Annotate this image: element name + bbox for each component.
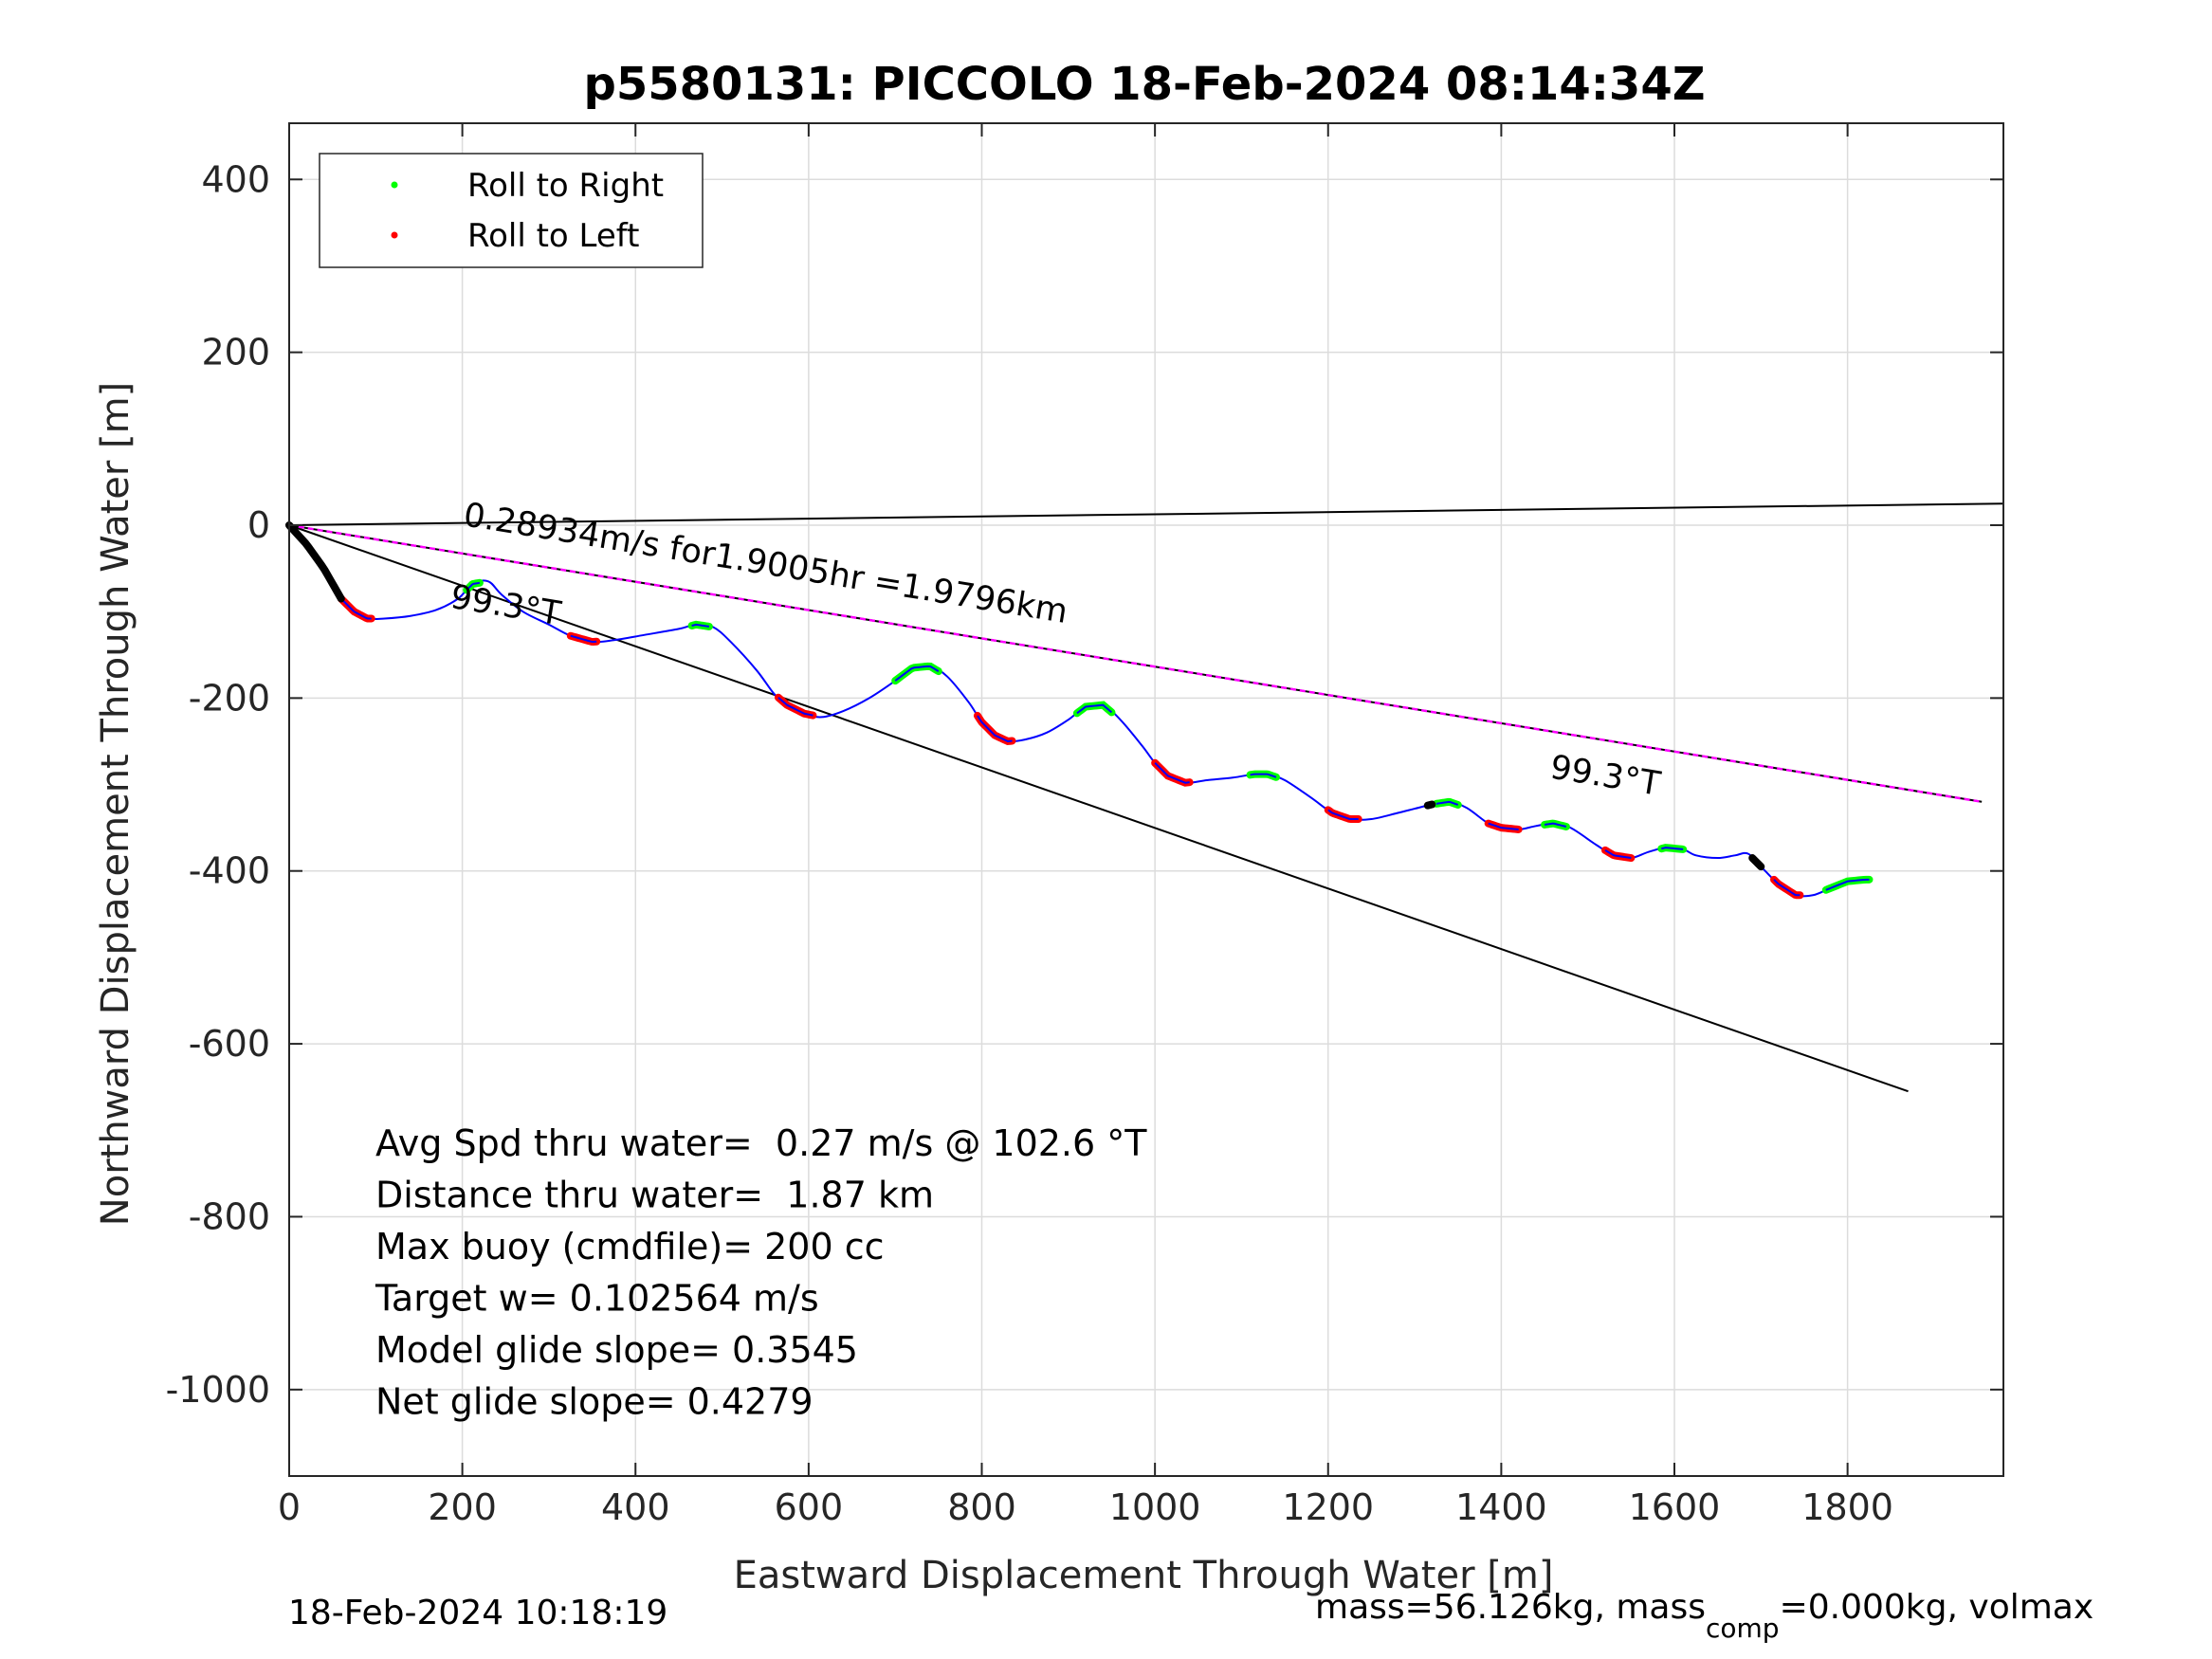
y-tick-label: -400 xyxy=(189,850,270,892)
y-tick-label: -600 xyxy=(189,1023,270,1065)
surface-segment xyxy=(1423,800,1436,810)
x-tick-label: 800 xyxy=(947,1486,1016,1528)
heading-annotation: 99.3°T xyxy=(448,578,563,633)
track-overlay xyxy=(1544,822,1567,828)
track-overlay xyxy=(1327,809,1359,821)
stat-target-w: Target w= 0.102564 m/s xyxy=(375,1278,819,1320)
axis-ticks: 0 200 400 600 800 1000 1200 1400 1600 1800 400 200 0… xyxy=(166,123,2003,1528)
legend-marker-roll-right xyxy=(391,181,398,189)
heading-line xyxy=(288,502,2004,526)
track-overlay xyxy=(1076,703,1113,715)
legend-box xyxy=(319,153,704,268)
heading-line xyxy=(288,524,1909,1093)
heading-annotation: 99.3°T xyxy=(1547,749,1663,804)
stat-distance: Distance thru water= 1.87 km xyxy=(375,1175,934,1216)
legend-label-roll-right: Roll to Right xyxy=(467,167,664,205)
track-overlay xyxy=(466,581,481,592)
x-tick-label: 1400 xyxy=(1455,1486,1547,1528)
track-overlay xyxy=(691,623,710,628)
heading-lines xyxy=(288,502,2004,1093)
net-heading-line xyxy=(288,523,1983,804)
track-overlay xyxy=(1250,773,1277,778)
glider-track xyxy=(285,520,1874,900)
footer-mass-prefix: mass=56.126kg, mass xyxy=(1315,1588,1706,1627)
track-overlay xyxy=(1773,879,1801,897)
y-tick-label: 400 xyxy=(201,158,270,200)
stat-max-buoy: Max buoy (cmdfile)= 200 cc xyxy=(375,1226,885,1267)
x-tick-label: 1200 xyxy=(1282,1486,1374,1528)
y-tick-label: -200 xyxy=(189,677,270,719)
y-axis-label: Northward Displacement Through Water [m] xyxy=(94,382,137,1226)
footer-timestamp: 18-Feb-2024 10:18:19 xyxy=(288,1594,667,1632)
x-tick-label: 1600 xyxy=(1629,1486,1721,1528)
stat-avg-speed: Avg Spd thru water= 0.27 m/s @ 102.6 °T xyxy=(375,1122,1147,1164)
x-tick-label: 400 xyxy=(601,1486,670,1528)
footer-mass-info: mass=56.126kg, masscomp=0.000kg, volmax xyxy=(1315,1588,2093,1644)
x-axis-label: Eastward Displacement Through Water [m] xyxy=(734,1554,1554,1597)
surface-segment xyxy=(285,520,345,603)
legend-marker-roll-left xyxy=(391,231,398,239)
track-overlay xyxy=(1154,762,1190,784)
y-tick-label: -1000 xyxy=(166,1369,270,1411)
y-tick-label: -800 xyxy=(189,1195,270,1237)
track-overlay xyxy=(340,597,372,620)
stats-block: Avg Spd thru water= 0.27 m/s @ 102.6 °T … xyxy=(375,1122,1147,1423)
track-overlay xyxy=(1825,878,1870,891)
legend-label-roll-left: Roll to Left xyxy=(467,217,640,255)
roll-left-segment xyxy=(1770,875,1804,900)
x-tick-label: 1800 xyxy=(1801,1486,1893,1528)
track-overlay xyxy=(1488,822,1519,830)
stat-model-glide-slope: Model glide slope= 0.3545 xyxy=(375,1329,858,1371)
track-overlay xyxy=(1604,848,1632,860)
stat-net-glide-slope: Net glide slope= 0.4279 xyxy=(375,1381,814,1423)
x-tick-label: 200 xyxy=(428,1486,497,1528)
roll-left-segment xyxy=(1151,758,1194,787)
track-overlay xyxy=(1435,800,1459,806)
y-tick-label: 0 xyxy=(247,504,270,546)
surface-segment xyxy=(1748,854,1765,871)
grid-lines xyxy=(288,123,2003,1476)
roll-left-segment xyxy=(973,711,1016,746)
y-tick-label: 200 xyxy=(201,332,270,374)
x-tick-label: 600 xyxy=(775,1486,844,1528)
footer-mass-subscript: comp xyxy=(1706,1613,1780,1644)
plot-frame xyxy=(288,122,2004,1477)
track-overlay xyxy=(977,715,1013,742)
track-overlay xyxy=(570,634,597,644)
footer-mass-suffix: =0.000kg, volmax xyxy=(1780,1588,2094,1627)
roll-left-segment xyxy=(337,594,375,623)
legend: Roll to Right Roll to Left xyxy=(319,153,704,268)
track-overlay xyxy=(777,696,814,717)
x-tick-label: 0 xyxy=(278,1486,301,1528)
chart-title: p5580131: PICCOLO 18-Feb-2024 08:14:34Z xyxy=(583,58,1705,111)
track-overlay xyxy=(894,665,940,682)
track-overlay xyxy=(1661,847,1684,850)
x-tick-label: 1000 xyxy=(1109,1486,1201,1528)
